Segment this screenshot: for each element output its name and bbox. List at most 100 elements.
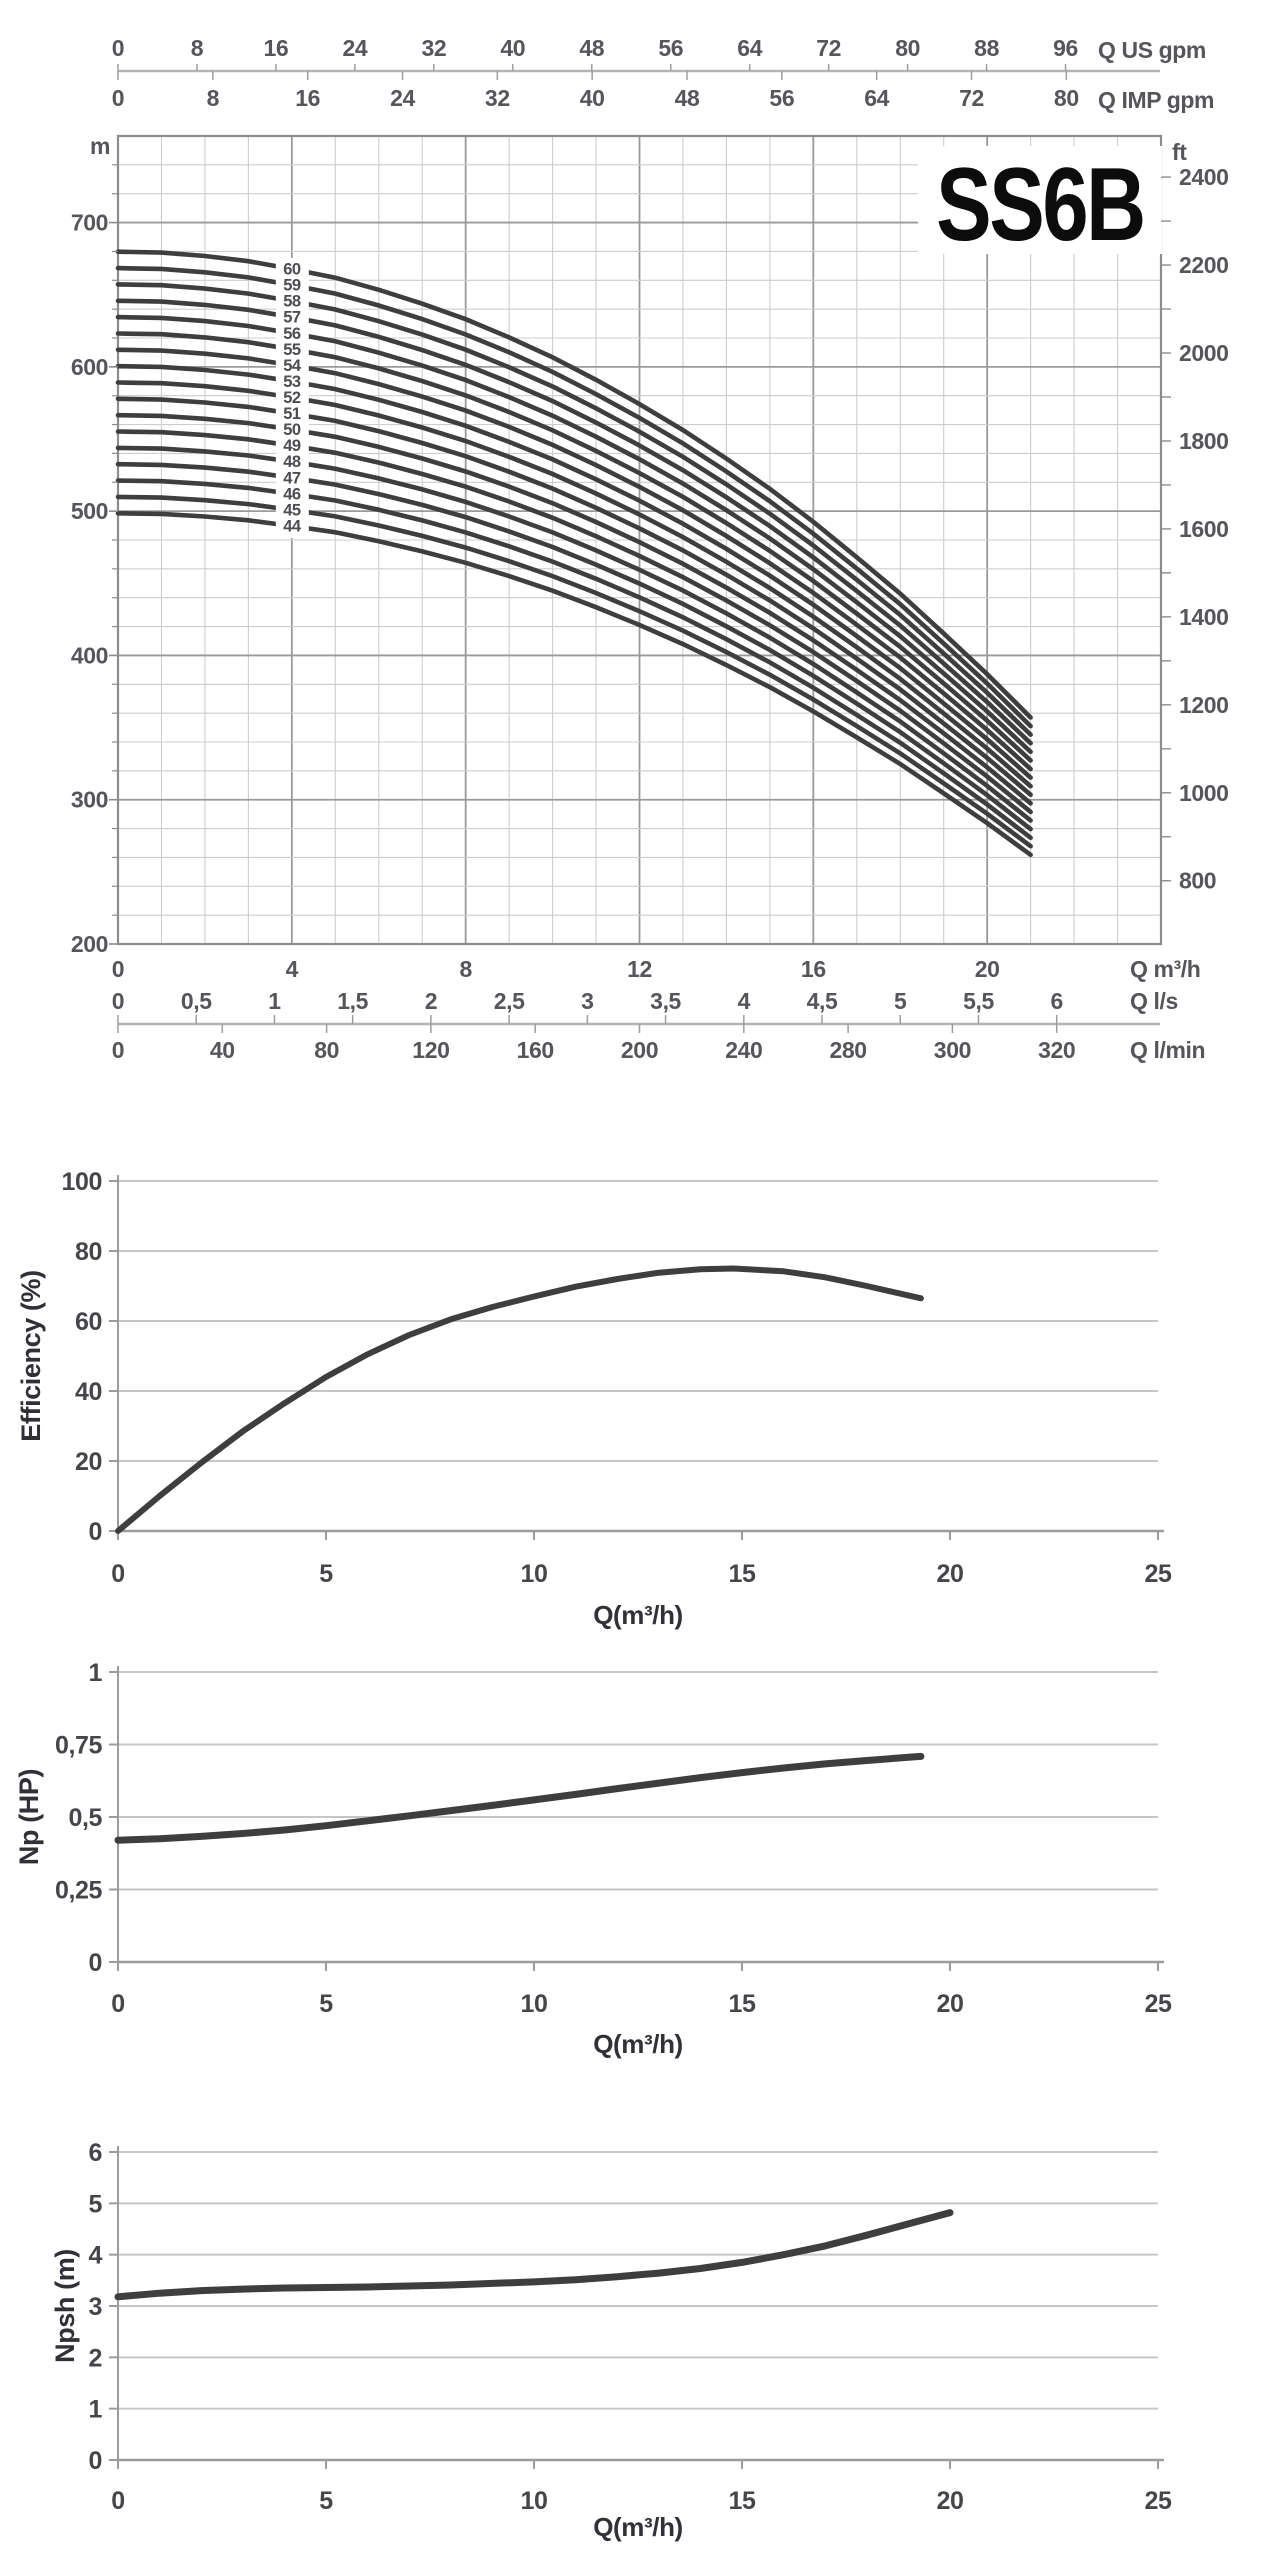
y-tick-label: 0,25 bbox=[55, 1877, 103, 1905]
right-tick-label: 2400 bbox=[1179, 164, 1229, 190]
impgpm-tick-label: 16 bbox=[295, 85, 320, 111]
head-curve-47-stages bbox=[115, 461, 1033, 832]
usgpm-tick-label: 96 bbox=[1053, 35, 1078, 61]
impgpm-tick-label: 40 bbox=[580, 85, 605, 111]
y-tick-label: 0,75 bbox=[55, 1732, 103, 1760]
lmin-tick-label: 280 bbox=[830, 1037, 867, 1063]
head-curve-48-stages bbox=[115, 445, 1033, 823]
stage-label-44: 44 bbox=[283, 517, 302, 535]
stage-label-55: 55 bbox=[283, 341, 301, 359]
usgpm-tick-label: 88 bbox=[974, 35, 999, 61]
logo-backplate bbox=[918, 146, 1162, 254]
stage-label-56: 56 bbox=[283, 325, 301, 343]
stage-label-60: 60 bbox=[283, 261, 301, 279]
x-tick-label: 15 bbox=[728, 1560, 756, 1588]
x-tick-label: 15 bbox=[728, 1990, 756, 2018]
right-tick-label: 1800 bbox=[1179, 428, 1229, 454]
lmin-axis-unit: Q l/min bbox=[1130, 1037, 1205, 1063]
x-tick-label: 5 bbox=[319, 1560, 333, 1588]
y-axis-title: Np (HP) bbox=[14, 1769, 44, 1865]
lmin-tick-label: 0 bbox=[112, 1037, 124, 1063]
x-tick-label: 5 bbox=[319, 2487, 333, 2515]
head-curve-59-stages bbox=[115, 265, 1033, 729]
stage-label-50: 50 bbox=[283, 421, 301, 439]
head-curve-50-stages bbox=[115, 412, 1033, 806]
ls-tick-label: 5,5 bbox=[963, 988, 994, 1014]
impgpm-tick-label: 48 bbox=[675, 85, 700, 111]
impgpm-tick-label: 56 bbox=[769, 85, 794, 111]
ls-tick-label: 0,5 bbox=[181, 988, 212, 1014]
efficiency-curve bbox=[115, 1265, 924, 1534]
npsh-chart: 0 1 2 3 4 5 6 0 5 10 15 20 25 Q(m³/h) Npsh (m) bbox=[50, 2139, 1172, 2542]
x-tick-label: 25 bbox=[1144, 1560, 1172, 1588]
lmin-tick-label: 240 bbox=[725, 1037, 762, 1063]
right-tick-label: 1400 bbox=[1179, 604, 1229, 630]
impgpm-tick-label: 80 bbox=[1054, 85, 1079, 111]
y-tick-label: 100 bbox=[61, 1168, 102, 1196]
y-tick-label: 60 bbox=[75, 1308, 102, 1336]
impgpm-axis-unit: Q IMP gpm bbox=[1098, 87, 1214, 113]
head-curve-53-stages bbox=[115, 363, 1033, 780]
ls-tick-label: 2,5 bbox=[494, 988, 525, 1014]
x-tick-label: 0 bbox=[111, 2487, 125, 2515]
ls-tick-label: 0 bbox=[112, 988, 124, 1014]
power-curve bbox=[114, 1752, 925, 1844]
head-curve-52-stages bbox=[115, 380, 1033, 789]
head-curve-55-stages bbox=[115, 331, 1033, 763]
right-tick-label: 1600 bbox=[1179, 516, 1229, 542]
lmin-tick-label: 320 bbox=[1038, 1037, 1075, 1063]
left-tick-label: 600 bbox=[71, 354, 108, 380]
x-tick-label: 15 bbox=[728, 2487, 756, 2515]
x-tick-label: 0 bbox=[111, 1990, 125, 2018]
left-tick-label: 300 bbox=[71, 787, 108, 813]
usgpm-tick-label: 0 bbox=[112, 35, 124, 61]
stage-label-57: 57 bbox=[283, 309, 301, 327]
stage-label-47: 47 bbox=[283, 469, 301, 487]
m3h-axis-unit: Q m³/h bbox=[1130, 956, 1200, 982]
usgpm-tick-label: 48 bbox=[579, 35, 604, 61]
y-axis-title: Npsh (m) bbox=[50, 2249, 80, 2363]
y-tick-label: 0 bbox=[88, 1949, 102, 1977]
ls-tick-label: 6 bbox=[1050, 988, 1062, 1014]
impgpm-tick-label: 0 bbox=[112, 85, 124, 111]
usgpm-tick-label: 16 bbox=[264, 35, 289, 61]
head-curve-54-stages bbox=[115, 347, 1033, 772]
usgpm-tick-label: 72 bbox=[816, 35, 841, 61]
ls-tick-label: 4 bbox=[738, 988, 751, 1014]
ls-axis-unit: Q l/s bbox=[1130, 988, 1178, 1014]
x-tick-label: 10 bbox=[520, 1560, 547, 1588]
stage-label-45: 45 bbox=[283, 501, 301, 519]
m3h-tick-label: 8 bbox=[459, 956, 472, 982]
x-tick-label: 25 bbox=[1144, 1990, 1172, 2018]
lmin-tick-label: 160 bbox=[517, 1037, 554, 1063]
m3h-tick-label: 12 bbox=[627, 956, 652, 982]
right-axis-unit: ft bbox=[1172, 139, 1187, 165]
ls-tick-label: 3,5 bbox=[650, 988, 681, 1014]
head-curves bbox=[115, 249, 1033, 858]
usgpm-tick-label: 64 bbox=[737, 35, 762, 61]
x-tick-label: 5 bbox=[319, 1990, 333, 2018]
head-curve-44-stages bbox=[115, 510, 1033, 858]
y-tick-label: 40 bbox=[75, 1378, 102, 1406]
left-tick-label: 500 bbox=[71, 498, 108, 524]
head-curve-58-stages bbox=[115, 282, 1033, 737]
x-axis-title: Q(m³/h) bbox=[593, 1600, 683, 1630]
y-tick-label: 0 bbox=[88, 1518, 102, 1546]
y-tick-label: 0 bbox=[88, 2447, 102, 2475]
head-curves-chart: 6059585756555453525150494847464544SS6Bm2… bbox=[71, 35, 1229, 1063]
ls-tick-label: 2 bbox=[425, 988, 437, 1014]
impgpm-tick-label: 64 bbox=[864, 85, 889, 111]
stage-label-46: 46 bbox=[283, 485, 301, 503]
head-curve-60-stages bbox=[115, 249, 1033, 720]
x-tick-label: 0 bbox=[111, 1560, 125, 1588]
y-tick-label: 5 bbox=[88, 2190, 102, 2218]
head-curve-45-stages bbox=[115, 494, 1033, 849]
stage-label-49: 49 bbox=[283, 437, 301, 455]
x-tick-label: 20 bbox=[936, 1560, 963, 1588]
stage-label-48: 48 bbox=[283, 453, 301, 471]
stage-label-58: 58 bbox=[283, 293, 301, 311]
stage-label-52: 52 bbox=[283, 389, 301, 407]
usgpm-axis-unit: Q US gpm bbox=[1098, 37, 1206, 63]
head-curve-49-stages bbox=[115, 429, 1033, 815]
